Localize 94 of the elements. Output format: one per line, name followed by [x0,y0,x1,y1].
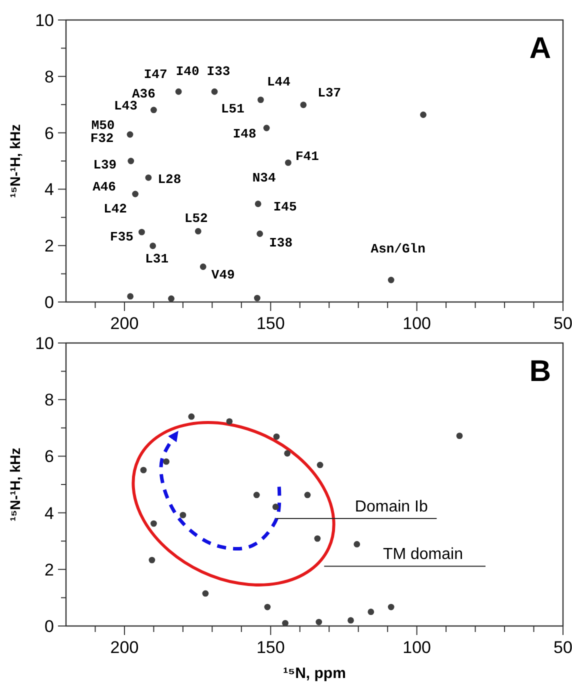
annotation: A [529,32,551,65]
point [150,520,157,527]
x-tick-label: 150 [256,638,285,657]
point [140,466,147,474]
annotation: M50 [91,118,115,134]
point [138,228,145,236]
annotation: I45 [273,199,297,214]
point [163,458,170,465]
annotation: I47 [144,67,168,82]
point [128,158,134,164]
y-tick-label: 2 [44,236,54,256]
y-axis-title: ¹⁵N-¹H, kHz [7,448,23,522]
annotation: L39 [93,158,117,173]
annotation: I33 [206,64,230,80]
point [300,102,307,108]
point [263,124,270,132]
x-axis-title: ¹⁵N, ppm [283,665,346,682]
annotation: F41 [295,149,320,164]
point [388,604,394,610]
annotation: V49 [211,267,236,282]
point [272,504,279,510]
annotation: B [529,355,551,388]
x-tick-label: 200 [110,314,139,333]
x-tick-label: 200 [110,638,139,657]
point [148,556,156,564]
point [194,228,202,234]
point [256,230,264,237]
point [254,200,262,208]
annotation: L51 [221,101,245,116]
point [180,512,186,518]
annotation: I40 [176,64,200,80]
y-tick-label: 0 [44,617,54,636]
y-tick-label: 2 [44,560,54,580]
point [150,106,157,114]
point [145,174,152,181]
point [254,294,260,302]
point [258,96,264,103]
y-tick-label: 4 [44,504,54,523]
annotation: F32 [90,131,114,146]
y-tick-label: 8 [44,67,54,86]
point [420,112,426,118]
y-axis-title: ¹⁵N-¹H, kHz [7,124,23,198]
point [282,620,288,626]
annotation: TM domain [382,546,463,564]
y-tick-label: 8 [44,390,54,410]
y-tick-label: 10 [35,334,54,353]
annotation: A46 [92,180,116,195]
point [368,608,374,616]
point [200,264,206,270]
point [284,160,292,166]
annotation: L52 [184,210,208,226]
point [127,293,134,300]
annotation: F35 [110,230,134,245]
point [314,535,321,542]
y-tick-label: 10 [35,11,54,30]
annotation: L42 [104,202,128,217]
point [304,492,311,498]
x-tick-label: 50 [554,638,572,657]
point [264,604,271,610]
x-tick-label: 100 [402,638,432,657]
y-tick-label: 0 [44,293,54,312]
point [284,450,291,457]
point [316,462,324,468]
point [354,541,360,548]
annotation: I38 [269,235,293,250]
x-tick-label: 50 [554,314,572,333]
annotation: L31 [145,251,169,266]
annotation: I48 [232,126,256,142]
annotation: Domain Ib [354,498,428,516]
point [202,590,209,597]
point [126,131,134,138]
x-tick-label: 150 [256,314,285,333]
point [168,295,174,302]
x-tick-label: 100 [402,314,432,333]
point [226,418,233,425]
annotation: L44 [267,74,291,90]
y-tick-label: 6 [44,124,54,143]
point [348,617,354,624]
point [316,618,322,626]
annotation: N34 [252,170,276,186]
point [211,88,218,95]
point [456,432,463,440]
point [188,413,195,420]
point [388,276,394,284]
y-tick-label: 4 [44,180,54,200]
y-tick-label: 6 [44,447,54,466]
point [253,492,260,498]
point [175,88,182,95]
point [273,433,280,440]
annotation: L37 [318,85,342,100]
annotation: L28 [158,172,182,188]
annotation: Asn/Gln [370,242,426,257]
point [150,242,156,250]
point [132,190,138,198]
